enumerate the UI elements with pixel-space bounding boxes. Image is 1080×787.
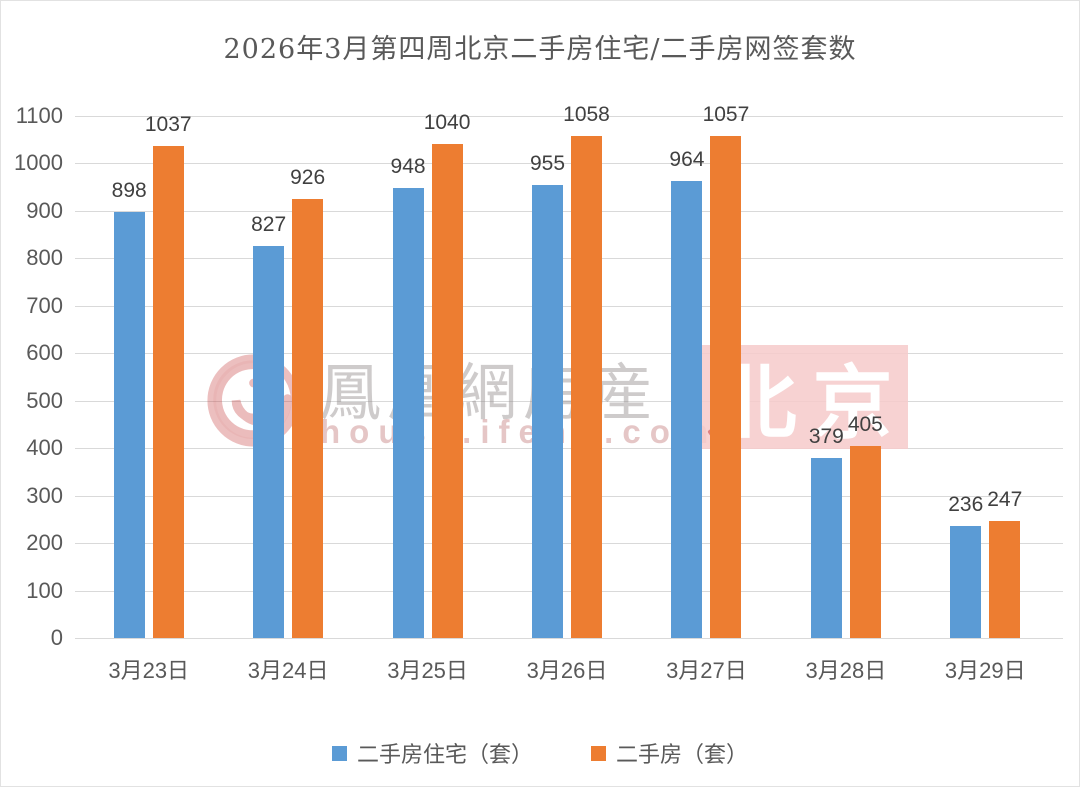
y-tick-label: 1000 [14, 150, 63, 176]
bar-value-label: 926 [290, 165, 326, 189]
bar-value-label: 405 [847, 412, 883, 436]
bar-value-label: 236 [948, 493, 984, 517]
bar-value-label: 1037 [144, 112, 192, 136]
bar-value-label: 898 [111, 178, 147, 202]
bar-primary [532, 184, 563, 638]
bar-secondary [710, 136, 742, 638]
plot-area: 898 1037 827 926 948 1040 955 1058 964 1057 379 405… [75, 103, 1063, 639]
bar-primary [253, 245, 285, 638]
gridline [75, 258, 1063, 260]
bar-secondary [571, 135, 602, 638]
y-tick-label: 300 [26, 482, 63, 508]
legend-item: 二手房住宅（套） [331, 737, 533, 769]
bar-secondary [292, 198, 324, 638]
x-tick-label: 3月29日 [944, 658, 1026, 683]
legend-swatch [331, 745, 347, 761]
bar-value-label: 1057 [702, 103, 750, 127]
bar-value-label: 955 [529, 151, 566, 175]
gridline [75, 638, 1063, 639]
grid-layer [75, 116, 1063, 639]
y-tick-label: 100 [26, 577, 63, 603]
legend-item: 二手房（套） [591, 737, 748, 769]
bar-value-label: 379 [808, 425, 844, 449]
bar-primary [392, 188, 424, 638]
gridline [75, 116, 1063, 117]
gridline [75, 400, 1063, 402]
gridline [75, 210, 1063, 212]
bar-primary [810, 458, 842, 638]
gridline [75, 495, 1063, 497]
x-tick-label: 3月24日 [247, 658, 329, 683]
y-tick-label: 200 [26, 530, 63, 556]
y-tick-label: 1100 [15, 103, 63, 128]
gridline [75, 305, 1063, 307]
y-tick-label: 600 [26, 340, 63, 366]
bar-primary [950, 526, 982, 638]
legend-label: 二手房（套） [616, 742, 749, 767]
gridline [75, 353, 1063, 355]
bar-secondary [849, 445, 881, 638]
bar-value-label: 948 [390, 155, 426, 179]
x-tick-label: 3月28日 [805, 658, 887, 683]
legend-swatch [591, 745, 606, 761]
bar-value-label: 247 [987, 487, 1023, 511]
gridline [75, 163, 1063, 165]
bar-primary [113, 211, 145, 638]
x-tick-label: 3月27日 [666, 658, 747, 683]
bar-value-label: 1058 [563, 102, 610, 126]
bar-secondary [152, 145, 184, 638]
legend: 二手房住宅（套） 二手房（套） [1, 737, 1079, 769]
y-tick-label: 800 [26, 245, 63, 271]
bars-layer: 898 1037 827 926 948 1040 955 1058 964 1057 379 405… [79, 103, 1055, 638]
gridline [75, 590, 1063, 592]
gridline [75, 543, 1063, 545]
y-tick-label: 500 [26, 387, 63, 413]
chart-title: 2026年3月第四周北京二手房住宅/二手房网签套数 [223, 34, 857, 65]
bar-secondary [989, 520, 1021, 638]
gridline [75, 448, 1063, 450]
y-tick-label: 400 [26, 435, 63, 461]
bar-value-label: 964 [669, 147, 705, 171]
y-tick-label: 900 [26, 197, 63, 223]
bar-value-label: 827 [251, 212, 287, 236]
bar-value-label: 1040 [423, 111, 471, 135]
x-tick-label: 3月26日 [526, 658, 608, 683]
x-tick-label: 3月25日 [387, 658, 468, 683]
bar-secondary [431, 144, 463, 638]
bar-primary [671, 180, 703, 638]
x-tick-label: 3月23日 [108, 658, 190, 683]
y-tick-label: 0 [50, 625, 63, 650]
legend-label: 二手房住宅（套） [356, 742, 533, 767]
y-tick-label: 700 [26, 292, 63, 318]
